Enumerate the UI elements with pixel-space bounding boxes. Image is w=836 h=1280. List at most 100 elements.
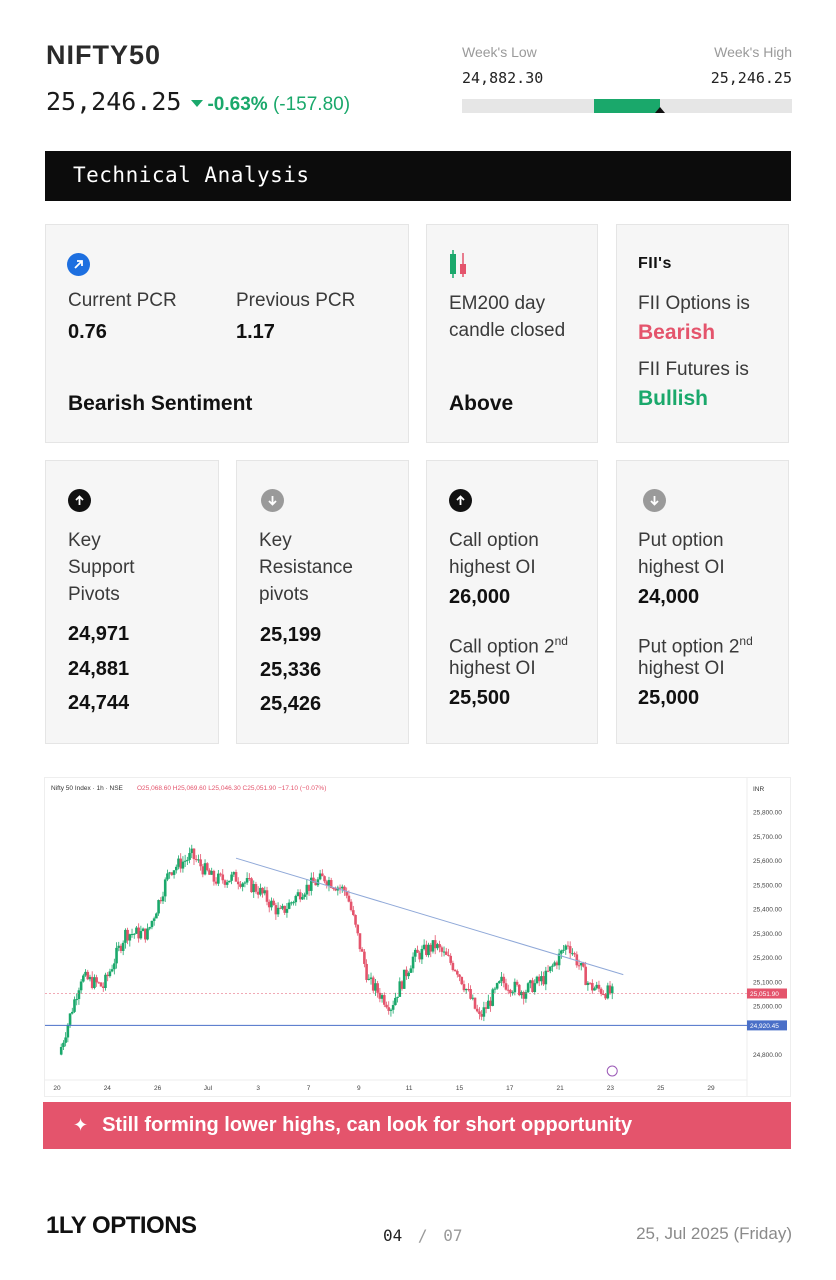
candle-body <box>531 980 534 993</box>
candle-body <box>371 977 375 991</box>
ema-value: Above <box>449 392 514 415</box>
page-indicator: 04 / 07 <box>383 1226 462 1245</box>
candle-body <box>265 890 269 902</box>
candle-body <box>144 928 147 940</box>
insight-text: Still forming lower highs, can look for … <box>102 1114 633 1136</box>
candle-body <box>190 848 194 854</box>
candle-body <box>314 882 317 886</box>
candle-body <box>101 986 105 988</box>
candle-body <box>460 976 464 985</box>
candle-body <box>95 977 98 983</box>
candle-body <box>440 947 444 952</box>
candle-body <box>493 988 497 990</box>
pcr-card: Current PCR 0.76 Previous PCR 1.17 Beari… <box>45 224 409 443</box>
candle-body <box>135 927 138 934</box>
candle-body <box>506 989 510 991</box>
candle-body <box>347 895 351 902</box>
candle-body <box>267 901 271 908</box>
call-oi-value-2: 25,500 <box>449 687 511 709</box>
put-oi-label-3: Put option 2nd <box>638 628 753 660</box>
candle-body <box>595 984 599 989</box>
candle-body <box>398 981 402 997</box>
candle-body <box>146 928 149 940</box>
candle-body <box>126 929 129 941</box>
candle-body <box>396 996 399 998</box>
candle-body <box>274 905 278 915</box>
candle-body <box>290 902 293 904</box>
candle-body <box>480 1014 483 1017</box>
candle-body <box>212 870 216 882</box>
candle-body <box>427 944 430 956</box>
candle-body <box>210 870 213 875</box>
candle-body <box>469 989 472 999</box>
previous-pcr-value: 1.17 <box>236 321 275 343</box>
candle-body <box>484 1007 488 1009</box>
ema-label-line2: candle closed <box>449 320 566 341</box>
candle-body <box>502 976 506 984</box>
candle-body <box>433 940 437 949</box>
candle-body <box>283 905 287 913</box>
fii-futures-label: FII Futures is <box>638 359 749 380</box>
candle-body <box>205 863 209 871</box>
section-title: Technical Analysis <box>45 151 791 201</box>
candle-body <box>456 971 459 975</box>
candle-body <box>584 966 587 986</box>
candle-body <box>588 982 592 984</box>
candle-body <box>431 940 435 952</box>
candle-body <box>504 983 508 990</box>
candle-body <box>537 976 541 982</box>
x-tick-label: 29 <box>707 1085 715 1092</box>
chart-ohlc: O25,068.60 H25,069.60 L25,046.30 C25,051… <box>137 785 326 792</box>
y-tick-label: 25,300.00 <box>753 931 782 938</box>
candle-body <box>356 924 360 934</box>
insight-banner: ✦ Still forming lower highs, can look fo… <box>43 1102 791 1149</box>
candle-body <box>367 978 371 980</box>
candle-body <box>276 907 280 915</box>
candle-body <box>360 949 364 952</box>
candle-body <box>97 982 101 984</box>
page-separator: / <box>417 1226 428 1245</box>
candle-body <box>62 1042 65 1047</box>
arrow-up-right-icon <box>67 253 90 276</box>
candle-body <box>128 934 132 941</box>
candle-body <box>442 951 446 953</box>
call-oi-card: Call option highest OI 26,000 Call optio… <box>426 460 598 744</box>
candle-body <box>250 878 253 893</box>
call-oi-label-3-text: Call option 2 <box>449 636 555 658</box>
y-tick-label: 25,200.00 <box>753 955 782 962</box>
candle-body <box>429 944 433 952</box>
put-oi-value-1: 24,000 <box>638 586 700 608</box>
brand-logo: 1LY OPTIONS <box>46 1212 197 1239</box>
candle-body <box>316 879 320 886</box>
candle-body <box>495 983 499 989</box>
candle-body <box>228 880 231 883</box>
candle-body <box>385 1004 388 1008</box>
y-tick-label: 25,800.00 <box>753 810 782 817</box>
price-chart-svg: Nifty 50 Index · 1h · NSE O25,068.60 H25… <box>45 778 787 1096</box>
candle-body <box>150 920 154 928</box>
resistance-value-3: 25,426 <box>260 693 322 715</box>
candle-body <box>166 873 169 880</box>
candle-body <box>104 974 107 988</box>
candle-body <box>172 870 176 875</box>
page-total: 07 <box>443 1226 463 1245</box>
candle-body <box>382 995 386 1005</box>
x-tick-label: 21 <box>556 1085 564 1092</box>
candle-body <box>517 984 521 996</box>
candle-body <box>106 974 109 977</box>
candle-body <box>478 1011 481 1015</box>
call-oi-label-3-sup: nd <box>554 634 568 648</box>
candle-body <box>281 905 284 909</box>
week-high-value: 25,246.25 <box>710 69 792 87</box>
week-low-value: 24,882.30 <box>462 69 544 87</box>
candle-body <box>119 945 123 951</box>
candle-body <box>551 965 554 967</box>
candle-body <box>132 933 136 935</box>
x-tick-label: 11 <box>406 1085 413 1092</box>
candle-body <box>234 872 238 882</box>
candle-body <box>64 1037 67 1043</box>
candle-body <box>458 974 461 977</box>
candle-body <box>163 879 167 897</box>
week-low-label: Week's Low <box>462 44 537 60</box>
candle-body <box>473 997 477 1009</box>
